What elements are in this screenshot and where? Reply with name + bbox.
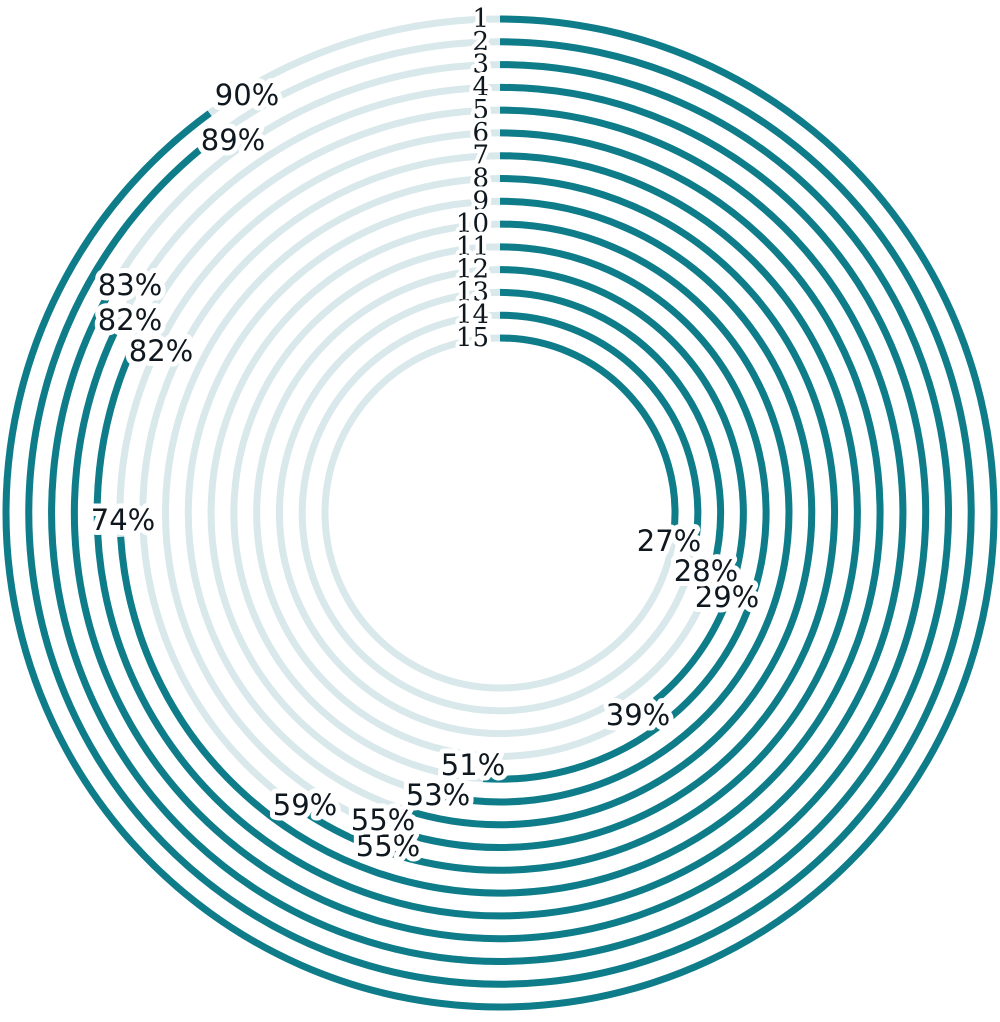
ring-number-label-14: 14 — [456, 300, 489, 330]
ring-number-label-11: 11 — [456, 232, 489, 262]
ring-number-label-13: 13 — [456, 277, 489, 307]
ring-arc-2 — [25, 38, 975, 988]
ring-value-label-5: 82% — [129, 334, 193, 368]
ring-arc-10 — [445, 220, 793, 806]
ring-value-label-6: 74% — [91, 503, 155, 537]
ring-arc-7 — [306, 152, 861, 874]
ring-arc-3 — [48, 61, 952, 965]
ring-arc-6 — [117, 129, 884, 897]
ring-value-label-15: 27% — [637, 524, 701, 558]
ring-arc-1 — [2, 15, 998, 1011]
ring-number-label-3: 3 — [472, 50, 489, 80]
ring-arc-9 — [402, 197, 816, 829]
ring-value-label-2: 89% — [201, 123, 265, 157]
ring-value-label-9: 55% — [351, 803, 415, 837]
ring-track-5 — [93, 106, 907, 920]
ring-arc-4 — [70, 83, 930, 943]
ring-value-label-12: 39% — [606, 698, 670, 732]
ring-arc-5 — [93, 106, 907, 920]
ring-arc-13 — [499, 288, 725, 569]
ring-number-label-10: 10 — [456, 209, 489, 239]
ring-arc-12 — [499, 266, 747, 704]
ring-number-label-5: 5 — [472, 95, 489, 125]
ring-value-label-14: 28% — [674, 554, 738, 588]
ring-track-2 — [25, 38, 975, 988]
ring-number-label-8: 8 — [472, 164, 489, 194]
ring-number-label-6: 6 — [472, 118, 489, 148]
ring-value-label-4: 82% — [98, 303, 162, 337]
ring-number-label-2: 2 — [472, 27, 489, 57]
ring-value-label-10: 53% — [406, 778, 470, 812]
ring-arc-15 — [499, 334, 679, 536]
ring-value-label-3: 83% — [98, 268, 162, 302]
ring-arc-8 — [395, 175, 838, 851]
ring-arc-14 — [499, 311, 702, 551]
ring-value-label-8: 55% — [356, 829, 420, 863]
ring-number-label-4: 4 — [472, 72, 489, 102]
ring-track-4 — [70, 83, 930, 943]
ring-value-label-11: 51% — [441, 748, 505, 782]
ring-arc-11 — [483, 243, 770, 783]
ring-value-label-13: 29% — [695, 580, 759, 614]
ring-value-label-7: 59% — [273, 788, 337, 822]
ring-number-label-9: 9 — [472, 186, 489, 216]
ring-number-label-12: 12 — [456, 255, 489, 285]
ring-value-label-1: 90% — [215, 78, 279, 112]
ring-number-label-15: 15 — [456, 323, 489, 353]
ring-number-label-1: 1 — [472, 4, 489, 34]
ring-number-label-7: 7 — [472, 141, 489, 171]
